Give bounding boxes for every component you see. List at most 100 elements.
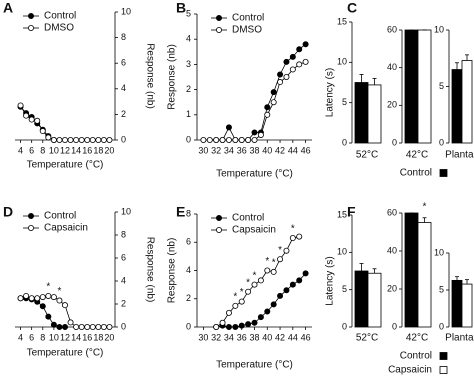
panel-letter: A <box>3 0 13 16</box>
data-point <box>238 322 245 329</box>
data-point <box>283 247 290 254</box>
y-tick-label: 10 <box>434 247 444 257</box>
y-tick-label: 8 <box>186 208 191 218</box>
y-tick-label: 3 <box>186 59 191 69</box>
data-point <box>264 104 271 111</box>
data-point <box>89 136 96 143</box>
x-tick-label: 14 <box>71 145 81 155</box>
data-point <box>225 124 232 131</box>
significance-mark: * <box>46 282 50 293</box>
data-point <box>206 136 213 143</box>
data-point <box>277 292 284 299</box>
x-tick-label: 6 <box>29 145 34 155</box>
x-tick-label: 18 <box>93 332 103 342</box>
x-tick-label: 42 <box>275 332 285 342</box>
data-point <box>28 116 35 123</box>
data-point <box>251 136 258 143</box>
panel-letter: B <box>176 0 186 16</box>
data-point <box>62 302 69 309</box>
y-axis-label: Response (nb) <box>167 238 178 304</box>
legend-label: Control <box>232 13 264 24</box>
bar <box>367 272 382 328</box>
legend-marker <box>27 12 34 19</box>
data-point <box>302 270 309 277</box>
panel-letter: C <box>347 0 357 16</box>
x-tick-label: 10 <box>49 145 59 155</box>
data-point <box>45 313 52 320</box>
data-point <box>225 323 232 330</box>
legend-label: Control <box>232 213 264 224</box>
panel-letter: F <box>347 204 356 220</box>
data-point <box>45 134 52 141</box>
data-point <box>39 303 46 310</box>
y-tick-label: 5 <box>439 81 444 91</box>
x-tick-label: 34 <box>224 332 234 342</box>
bar <box>451 279 463 328</box>
data-point <box>225 136 232 143</box>
data-point <box>34 117 41 124</box>
data-point <box>238 136 245 143</box>
x-axis-label: Temperature (°C) <box>27 160 104 171</box>
data-point <box>302 58 309 65</box>
data-point <box>17 102 24 109</box>
data-point <box>289 66 296 73</box>
x-tick-label: 8 <box>40 145 45 155</box>
data-point <box>251 281 258 288</box>
data-point <box>73 136 80 143</box>
y-tick-label: 10 <box>337 247 347 257</box>
y-tick-label: 0 <box>342 137 347 147</box>
y-tick-label: 0 <box>392 137 397 147</box>
significance-mark: * <box>265 256 269 267</box>
y-tick-label: 60 <box>387 24 397 34</box>
category-label: 42°C <box>406 333 428 344</box>
bar <box>461 60 473 144</box>
legend-label: Capsaicin <box>388 365 432 376</box>
bar <box>404 29 419 144</box>
data-point <box>200 136 207 143</box>
bar <box>367 84 382 144</box>
x-tick-label: 46 <box>301 332 311 342</box>
x-tick-label: 20 <box>104 332 114 342</box>
data-point <box>296 233 303 240</box>
x-tick-label: 4 <box>18 332 23 342</box>
data-point <box>62 323 69 330</box>
y-tick-label: 2 <box>186 293 191 303</box>
data-point <box>251 319 258 326</box>
legend-marker <box>27 24 34 31</box>
data-point <box>213 323 220 330</box>
data-point <box>34 295 41 302</box>
x-tick-label: 42 <box>275 145 285 155</box>
panel-letter: D <box>3 204 13 220</box>
y-tick-label: 0 <box>121 134 126 144</box>
y-tick-label: 1 <box>186 109 191 119</box>
y-tick-label: 0 <box>439 137 444 147</box>
x-tick-label: 16 <box>82 145 92 155</box>
x-axis-label: Temperature (°C) <box>27 348 104 359</box>
y-tick-label: 6 <box>121 252 126 262</box>
legend-label: Control <box>400 351 432 362</box>
data-point <box>257 277 264 284</box>
data-point <box>264 308 271 315</box>
category-label: 52°C <box>356 333 378 344</box>
data-point <box>238 298 245 305</box>
data-point <box>245 321 252 328</box>
y-tick-label: 0 <box>439 321 444 331</box>
legend-marker <box>215 226 222 233</box>
data-point <box>270 268 277 275</box>
x-tick-label: 10 <box>49 332 59 342</box>
legend-marker <box>215 214 222 221</box>
y-tick-label: 0 <box>392 321 397 331</box>
y-axis-label: Response (nb) <box>144 237 155 303</box>
legend-label: Control <box>44 211 76 222</box>
data-point <box>245 288 252 295</box>
data-point <box>264 111 271 118</box>
data-point <box>296 46 303 53</box>
data-point <box>270 301 277 308</box>
legend-label: Capsaicin <box>44 223 88 234</box>
bar <box>354 82 369 144</box>
data-point <box>270 89 277 96</box>
y-tick-label: 0 <box>342 321 347 331</box>
y-tick-label: 6 <box>186 237 191 247</box>
data-point <box>106 323 113 330</box>
y-tick-label: 10 <box>337 57 347 67</box>
